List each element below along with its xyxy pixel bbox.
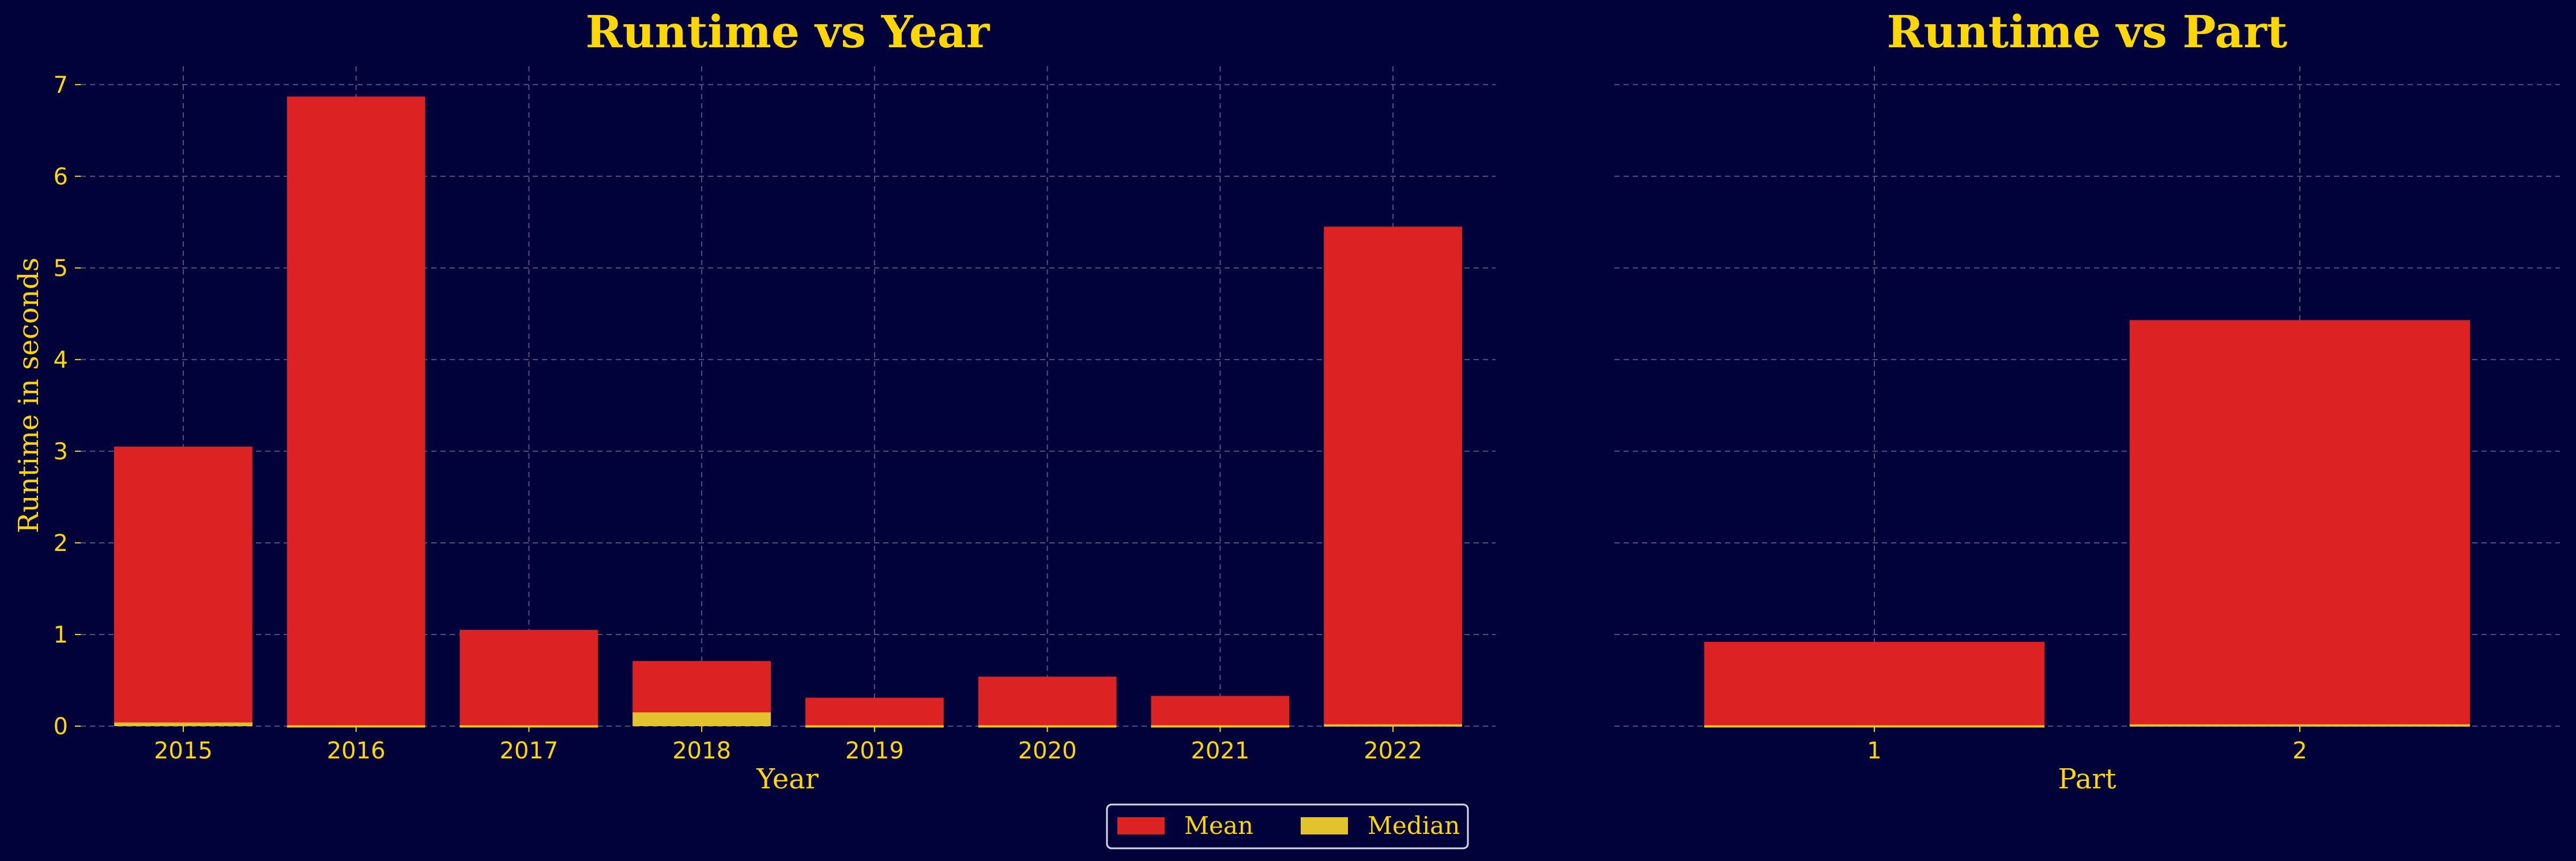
x-axis-label-year: Year bbox=[756, 763, 819, 795]
y-tick-label: 6 bbox=[54, 164, 68, 190]
chart-title-part: Runtime vs Part bbox=[1887, 6, 2288, 58]
x-tick-label: 2019 bbox=[845, 738, 904, 764]
bar-mean-2021 bbox=[1151, 696, 1290, 726]
bars bbox=[114, 96, 1463, 728]
tick-labels: 2015 2016 2017 2018 2019 2020 2021 2022 0 1 2 3 4 5 6 7 bbox=[54, 72, 1422, 764]
bars bbox=[1704, 320, 2470, 728]
x-tick-label: 1 bbox=[1867, 738, 1881, 764]
bar-median-2018 bbox=[632, 712, 771, 726]
bar-mean-2017 bbox=[460, 630, 598, 726]
bar-median-2 bbox=[2129, 724, 2470, 727]
x-tick-label: 2016 bbox=[327, 738, 386, 764]
legend-label-mean: Mean bbox=[1184, 811, 1253, 840]
y-tick-label: 1 bbox=[54, 622, 68, 648]
bar-mean-2020 bbox=[978, 677, 1117, 726]
legend-label-median: Median bbox=[1368, 811, 1460, 840]
y-tick-label: 3 bbox=[54, 439, 68, 465]
x-tick-label: 2018 bbox=[672, 738, 731, 764]
legend-frame bbox=[1106, 803, 1469, 849]
bar-mean-1 bbox=[1704, 641, 2045, 726]
x-tick-label: 2015 bbox=[154, 738, 213, 764]
bar-median-2022 bbox=[1324, 724, 1463, 727]
y-tick-label: 2 bbox=[54, 530, 68, 557]
x-tick-label: 2020 bbox=[1018, 738, 1077, 764]
bar-mean-2016 bbox=[287, 96, 425, 727]
y-tick-label: 7 bbox=[54, 72, 68, 99]
bar-mean-2019 bbox=[805, 697, 944, 726]
x-tick-label: 2 bbox=[2292, 738, 2307, 764]
chart-title-year: Runtime vs Year bbox=[586, 6, 991, 58]
legend-swatch-mean bbox=[1117, 817, 1165, 834]
legend: Mean Median bbox=[1106, 803, 1469, 849]
bar-median-2015 bbox=[114, 722, 253, 726]
x-axis-label-part: Part bbox=[2058, 763, 2116, 795]
bar-mean-2022 bbox=[1324, 226, 1463, 727]
y-axis-label: Runtime in seconds bbox=[13, 258, 45, 533]
bar-mean-2 bbox=[2129, 320, 2470, 726]
x-tick-label: 2017 bbox=[499, 738, 558, 764]
y-tick-label: 5 bbox=[54, 255, 68, 282]
x-tick-label: 2021 bbox=[1191, 738, 1249, 764]
bar-mean-2015 bbox=[114, 446, 253, 726]
legend-swatch-median bbox=[1301, 817, 1348, 834]
y-tick-label: 4 bbox=[54, 347, 68, 373]
runtime-vs-year-panel: 2015 2016 2017 2018 2019 2020 2021 2022 0 1 2 3 4 5 6 7… bbox=[13, 6, 1496, 795]
x-tick-label: 2022 bbox=[1364, 738, 1422, 764]
y-tick-label: 0 bbox=[54, 713, 68, 740]
